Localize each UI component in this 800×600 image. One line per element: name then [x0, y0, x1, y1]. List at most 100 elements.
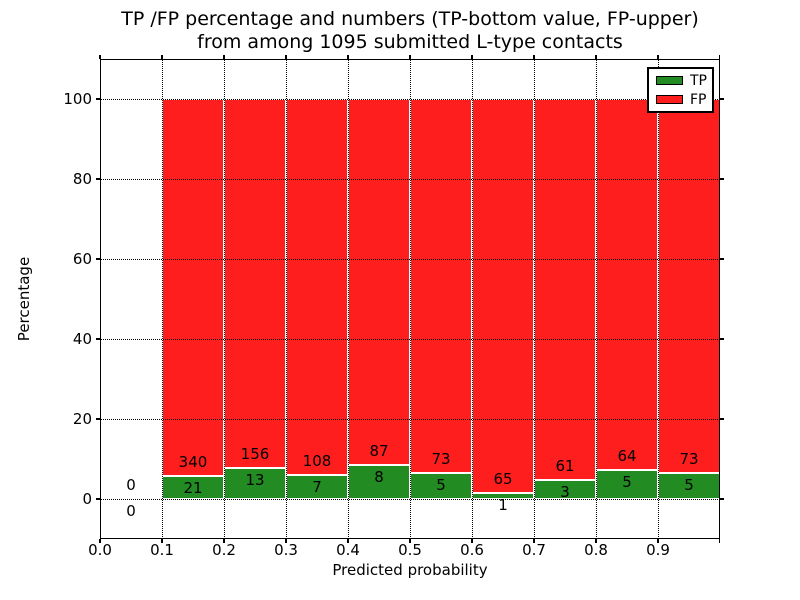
y-tick — [96, 258, 100, 260]
fp-bar-segment — [534, 99, 596, 481]
plot-area: 0 0 340 21 156 13 108 7 87 8 73 5 65 1 61 3 64 5 73 5 0 20 40 6… — [63, 55, 724, 559]
fp-count-label: 73 — [679, 450, 699, 469]
x-gridline — [410, 59, 411, 539]
x-tick-top — [347, 55, 349, 59]
x-gridline — [596, 59, 597, 539]
y-tick-label: 60 — [72, 250, 92, 268]
x-tick — [471, 539, 473, 543]
fp-count-label: 87 — [369, 442, 389, 461]
x-tick-label: 0.4 — [336, 541, 360, 559]
legend: TP FP — [647, 67, 714, 113]
x-tick-label: 0.8 — [584, 541, 608, 559]
legend-swatch-tp-icon — [656, 76, 683, 85]
tp-count-label: 0 — [126, 502, 136, 520]
x-tick — [161, 539, 163, 543]
legend-swatch-fp-icon — [656, 95, 683, 104]
fp-count-label: 0 — [126, 476, 136, 494]
tp-count-label: 13 — [245, 471, 265, 490]
y-tick-label: 20 — [72, 410, 92, 428]
x-tick-top — [533, 55, 535, 59]
tp-bar-segment — [658, 473, 720, 499]
x-tick-top — [657, 55, 659, 59]
fp-bar-segment — [224, 99, 286, 469]
y-tick-right — [720, 98, 724, 100]
y-tick-label: 0 — [82, 490, 92, 508]
fp-bar-segment — [286, 99, 348, 475]
x-tick — [595, 539, 597, 543]
y-tick-label: 80 — [72, 170, 92, 188]
y-tick-right — [720, 418, 724, 420]
fp-count-label: 108 — [302, 451, 332, 470]
x-tick-label: 0.2 — [212, 541, 236, 559]
x-tick-label: 0.6 — [460, 541, 484, 559]
tp-count-label: 5 — [436, 476, 446, 495]
x-gridline — [472, 59, 473, 539]
legend-entry-tp: TP — [656, 74, 712, 88]
x-tick-top — [409, 55, 411, 59]
x-tick-label: 0.1 — [150, 541, 174, 559]
x-tick — [657, 539, 659, 543]
x-tick — [99, 539, 101, 543]
x-gridline — [348, 59, 349, 539]
fp-bar-segment — [348, 99, 410, 466]
fp-count-label: 61 — [555, 457, 575, 476]
y-tick-label: 100 — [63, 90, 92, 108]
fp-bar-segment — [472, 99, 534, 493]
x-tick-top — [161, 55, 163, 59]
chart-title: TP /FP percentage and numbers (TP-bottom… — [100, 8, 720, 54]
x-gridline — [658, 59, 659, 539]
y-tick — [96, 98, 100, 100]
fp-count-label: 64 — [617, 447, 637, 465]
x-tick — [718, 539, 720, 543]
x-gridline — [162, 59, 163, 539]
x-tick-top — [471, 55, 473, 59]
x-tick-top — [718, 55, 720, 59]
y-tick-right — [720, 178, 724, 180]
x-tick — [533, 539, 535, 543]
y-tick-right — [720, 498, 724, 500]
y-tick-label: 40 — [72, 330, 92, 348]
tp-count-label: 7 — [312, 477, 322, 496]
y-tick — [96, 338, 100, 340]
chart-title-line1: TP /FP percentage and numbers (TP-bottom… — [121, 8, 699, 30]
x-tick-top — [223, 55, 225, 59]
x-gridline — [286, 59, 287, 539]
y-axis-label-text: Percentage — [15, 256, 33, 342]
y-tick — [96, 498, 100, 500]
y-tick-right — [720, 258, 724, 260]
tp-bar-segment — [224, 468, 286, 499]
x-tick-label: 0.5 — [398, 541, 422, 559]
x-tick-top — [595, 55, 597, 59]
fp-bar-segment — [596, 99, 658, 470]
tp-count-label: 5 — [684, 476, 694, 495]
chart-title-line2: from among 1095 submitted L-type contact… — [197, 31, 623, 53]
y-tick — [96, 178, 100, 180]
fp-count-label: 156 — [240, 445, 270, 464]
legend-label-tp: TP — [690, 72, 707, 89]
x-tick — [223, 539, 225, 543]
fp-bar-segment — [658, 99, 720, 474]
legend-label-fp: FP — [690, 91, 707, 108]
x-gridline — [224, 59, 225, 539]
x-tick — [285, 539, 287, 543]
x-tick-label: 0.9 — [646, 541, 670, 559]
tp-count-label: 21 — [183, 478, 203, 497]
fp-count-label: 340 — [178, 452, 208, 471]
fp-count-label: 73 — [431, 450, 451, 469]
x-tick — [347, 539, 349, 543]
tp-count-label: 3 — [560, 483, 570, 502]
fp-bar-segment — [410, 99, 472, 474]
x-tick-label: 0.3 — [274, 541, 298, 559]
fp-count-label: 65 — [493, 469, 513, 488]
tp-count-label: 8 — [374, 468, 384, 487]
legend-entry-fp: FP — [656, 93, 712, 107]
x-tick-top — [99, 55, 101, 59]
x-tick-label: 0.0 — [88, 541, 112, 559]
y-tick-right — [720, 338, 724, 340]
y-tick — [96, 418, 100, 420]
x-tick-top — [285, 55, 287, 59]
x-gridline — [534, 59, 535, 539]
x-tick-label: 0.7 — [522, 541, 546, 559]
tp-count-label: 5 — [622, 473, 632, 491]
